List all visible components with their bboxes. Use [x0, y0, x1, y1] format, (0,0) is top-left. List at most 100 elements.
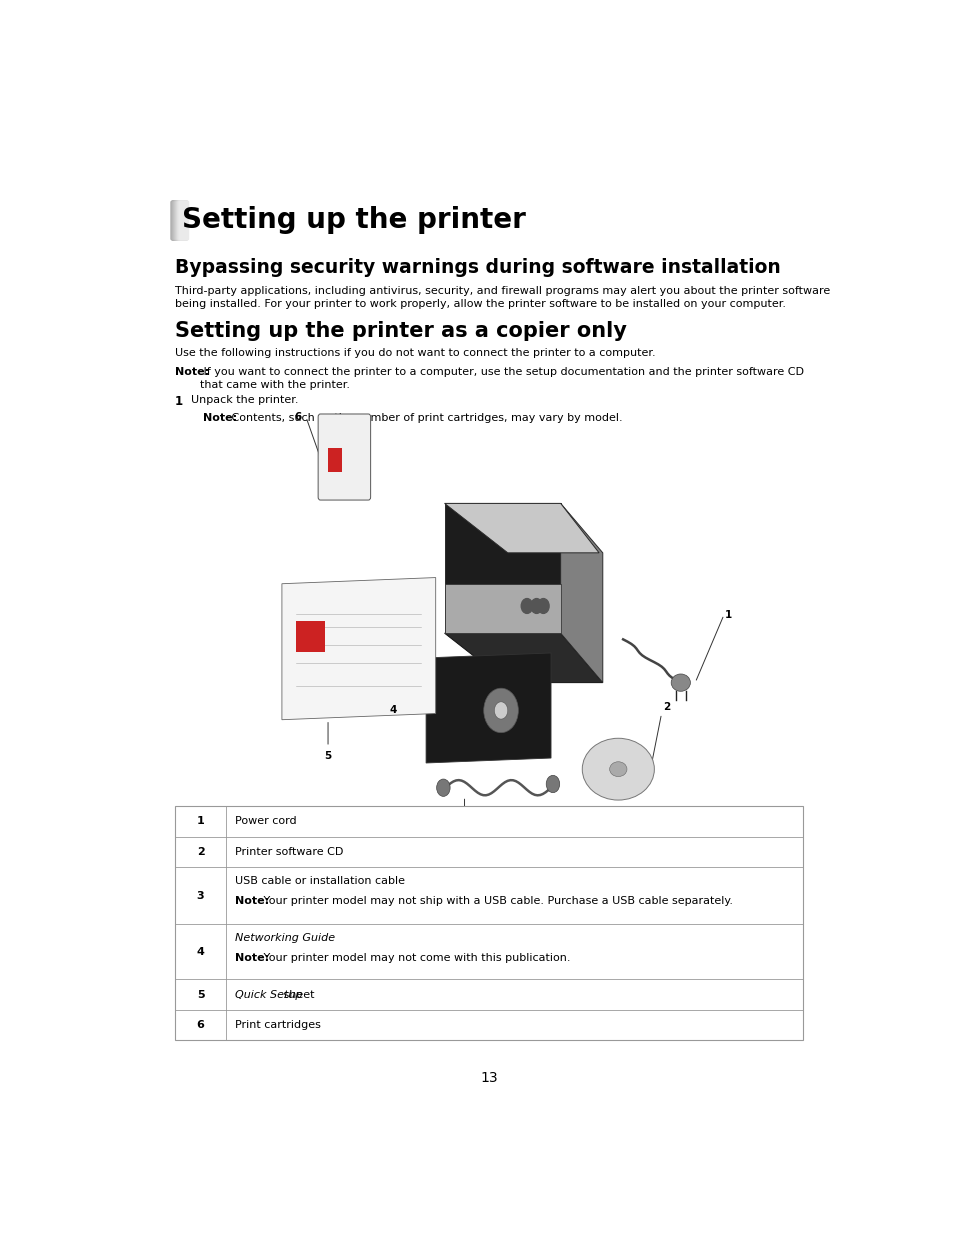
Text: 13: 13: [479, 1071, 497, 1086]
Bar: [177, 200, 186, 238]
Bar: [172, 200, 180, 238]
Bar: [178, 200, 187, 238]
Text: Setting up the printer as a copier only: Setting up the printer as a copier only: [174, 321, 626, 341]
Bar: [172, 200, 181, 238]
Bar: [174, 200, 183, 238]
Bar: [172, 200, 180, 238]
Text: Note:: Note:: [235, 952, 269, 963]
Bar: [177, 200, 187, 238]
Bar: [172, 200, 181, 238]
Bar: [175, 200, 184, 238]
Bar: [176, 200, 185, 238]
Bar: [172, 200, 180, 238]
Polygon shape: [444, 634, 602, 683]
Text: 2: 2: [662, 703, 669, 713]
Bar: [175, 200, 184, 238]
Text: Your printer model may not come with this publication.: Your printer model may not come with thi…: [260, 952, 570, 963]
Bar: [178, 200, 187, 238]
Text: 2: 2: [196, 847, 204, 857]
Bar: [173, 200, 182, 238]
Ellipse shape: [671, 674, 690, 692]
Bar: [176, 200, 185, 238]
Bar: [177, 200, 186, 238]
Bar: [177, 200, 186, 238]
Polygon shape: [444, 504, 598, 553]
Bar: [176, 200, 185, 238]
Bar: [175, 200, 184, 238]
Text: 6: 6: [196, 1020, 204, 1030]
Text: 5: 5: [196, 989, 204, 999]
Bar: [176, 200, 185, 238]
Bar: [177, 200, 186, 238]
Bar: [172, 200, 181, 238]
Bar: [173, 200, 182, 238]
Text: Power cord: Power cord: [235, 816, 296, 826]
Circle shape: [494, 701, 507, 719]
Bar: [173, 200, 182, 238]
Ellipse shape: [609, 762, 626, 777]
Text: USB cable or installation cable: USB cable or installation cable: [235, 876, 405, 885]
Bar: [174, 200, 183, 238]
Bar: [172, 200, 181, 238]
Text: Print cartridges: Print cartridges: [235, 1020, 321, 1030]
Text: Note:: Note:: [235, 895, 269, 905]
Bar: [173, 200, 182, 238]
Text: 4: 4: [390, 705, 396, 715]
Bar: [172, 200, 182, 238]
Bar: [177, 200, 186, 238]
Bar: [177, 200, 186, 238]
Bar: [174, 200, 183, 238]
Polygon shape: [560, 504, 602, 683]
Bar: [296, 621, 325, 652]
Circle shape: [436, 779, 450, 797]
Bar: [175, 200, 184, 238]
Bar: [173, 200, 182, 238]
Bar: [178, 200, 187, 238]
Bar: [175, 200, 184, 238]
Bar: [177, 200, 186, 238]
Circle shape: [537, 599, 549, 614]
Bar: [176, 200, 185, 238]
FancyBboxPatch shape: [317, 414, 370, 500]
Bar: [172, 200, 180, 238]
Text: 6: 6: [294, 411, 301, 422]
Bar: [328, 448, 342, 473]
Bar: [175, 200, 185, 238]
Text: Your printer model may not ship with a USB cable. Purchase a USB cable separatel: Your printer model may not ship with a U…: [260, 895, 733, 905]
Bar: [174, 200, 183, 238]
Text: Printer software CD: Printer software CD: [235, 847, 343, 857]
Text: Use the following instructions if you do not want to connect the printer to a co: Use the following instructions if you do…: [174, 348, 655, 358]
Bar: [175, 200, 184, 238]
Bar: [172, 200, 181, 238]
Bar: [175, 200, 184, 238]
Bar: [171, 200, 180, 238]
Bar: [172, 200, 180, 238]
Bar: [178, 200, 187, 238]
Polygon shape: [426, 653, 551, 763]
Text: 1: 1: [174, 395, 183, 409]
Bar: [174, 200, 183, 238]
Text: 3: 3: [460, 825, 468, 835]
Bar: [172, 200, 181, 238]
Text: Contents, such as the number of print cartridges, may vary by model.: Contents, such as the number of print ca…: [228, 412, 622, 422]
Bar: [175, 200, 184, 238]
Text: Quick Setup: Quick Setup: [235, 989, 302, 999]
Bar: [171, 200, 179, 238]
Text: 1: 1: [724, 610, 732, 620]
Bar: [176, 200, 185, 238]
Text: 3: 3: [196, 890, 204, 900]
Text: Note:: Note:: [203, 412, 236, 422]
Bar: [177, 200, 186, 238]
Bar: [176, 200, 185, 238]
Circle shape: [530, 599, 542, 614]
Polygon shape: [444, 504, 560, 634]
Bar: [172, 200, 181, 238]
Bar: [178, 200, 188, 238]
Bar: [176, 200, 186, 238]
Text: sheet: sheet: [280, 989, 314, 999]
Bar: [172, 200, 180, 238]
Circle shape: [483, 688, 517, 732]
Bar: [174, 200, 184, 238]
Bar: [172, 200, 180, 238]
Text: If you want to connect the printer to a computer, use the setup documentation an: If you want to connect the printer to a …: [199, 367, 803, 390]
